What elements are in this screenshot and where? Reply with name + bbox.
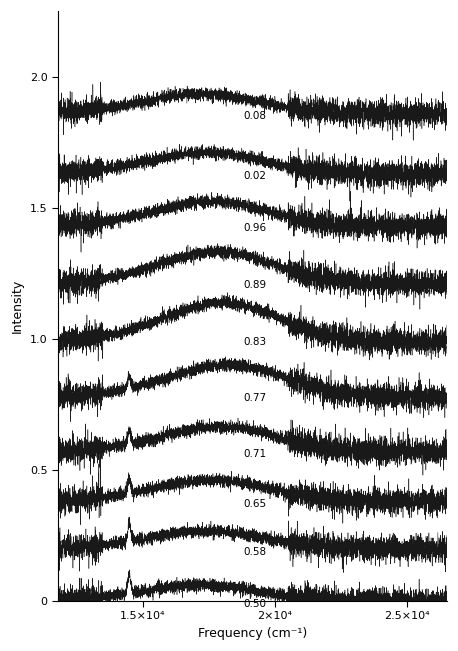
Y-axis label: Intensity: Intensity bbox=[11, 279, 24, 333]
Text: 0.58: 0.58 bbox=[243, 547, 266, 557]
Text: 0.65: 0.65 bbox=[243, 499, 266, 509]
Text: 0.77: 0.77 bbox=[243, 393, 266, 403]
X-axis label: Frequency (cm⁻¹): Frequency (cm⁻¹) bbox=[198, 627, 307, 640]
Text: 0.96: 0.96 bbox=[243, 223, 266, 233]
Text: 0.08: 0.08 bbox=[243, 111, 266, 121]
Text: 0.71: 0.71 bbox=[243, 449, 266, 459]
Text: 0.02: 0.02 bbox=[243, 171, 266, 181]
Text: 0.89: 0.89 bbox=[243, 280, 266, 290]
Text: 0.50: 0.50 bbox=[243, 599, 266, 609]
Text: 0.83: 0.83 bbox=[243, 337, 266, 347]
